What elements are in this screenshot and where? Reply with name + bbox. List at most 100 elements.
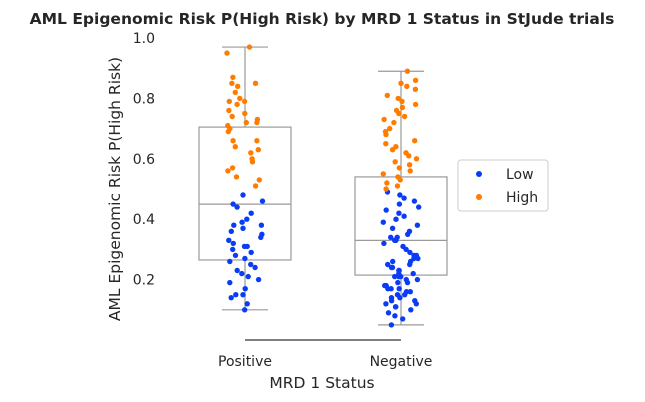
legend-marker-low: [476, 171, 482, 177]
data-point-high: [243, 119, 249, 126]
data-point-low: [240, 225, 246, 231]
data-point-high: [237, 95, 243, 102]
data-point-high: [252, 80, 259, 87]
data-point-low: [383, 207, 389, 213]
data-point-high: [248, 150, 254, 156]
chart-title: AML Epigenomic Risk P(High Risk) by MRD …: [30, 10, 615, 28]
y-axis-label: AML Epigenomic Risk P(High Risk): [106, 57, 124, 321]
x-tick-label: Positive: [218, 354, 272, 370]
legend: Low High: [457, 159, 549, 212]
data-point-high: [229, 80, 235, 87]
data-point-low: [234, 267, 240, 274]
data-point-low: [388, 322, 395, 328]
data-point-high: [229, 165, 236, 171]
data-point-low: [255, 276, 262, 283]
y-tick-label: 1.0: [133, 31, 155, 47]
data-point-low: [231, 222, 237, 228]
data-point-high: [412, 86, 419, 93]
data-point-low: [403, 289, 410, 295]
data-point-low: [248, 249, 254, 256]
data-point-high: [403, 150, 409, 156]
data-point-low: [240, 192, 246, 198]
data-point-low: [414, 276, 421, 283]
data-point-low: [395, 279, 401, 286]
data-point-low: [239, 270, 245, 277]
data-point-low: [380, 219, 386, 225]
data-point-low: [406, 228, 413, 234]
data-point-high: [394, 183, 401, 189]
data-point-low: [385, 310, 392, 316]
data-point-high: [383, 186, 389, 192]
data-point-high: [225, 122, 231, 129]
data-point-high: [387, 125, 393, 132]
data-point-low: [397, 192, 403, 198]
data-point-low: [244, 301, 250, 307]
data-point-low: [416, 204, 422, 210]
y-tick-label: 0.2: [133, 273, 155, 289]
data-point-high: [246, 44, 253, 50]
data-point-low: [390, 258, 396, 265]
data-point-low: [259, 231, 265, 237]
data-point-high: [398, 80, 404, 87]
x-axis-label: MRD 1 Status: [269, 374, 374, 392]
data-point-low: [228, 228, 234, 234]
data-point-high: [232, 89, 238, 96]
data-point-low: [407, 249, 413, 256]
data-point-low: [242, 307, 248, 313]
data-point-low: [388, 234, 394, 240]
data-point-low: [392, 313, 398, 319]
data-point-low: [248, 261, 254, 268]
data-point-high: [407, 168, 413, 174]
data-point-high: [241, 98, 248, 105]
data-point-low: [227, 258, 233, 265]
data-point-high: [412, 101, 419, 108]
data-point-low: [233, 292, 239, 298]
data-point-high: [392, 159, 398, 165]
data-point-low: [403, 276, 409, 283]
data-point-low: [388, 286, 394, 292]
data-point-low: [411, 198, 418, 204]
data-point-high: [252, 183, 259, 189]
data-point-low: [240, 292, 246, 298]
data-point-high: [224, 50, 230, 56]
data-point-high: [232, 144, 238, 150]
data-point-high: [235, 83, 241, 90]
data-point-high: [380, 171, 386, 177]
data-point-high: [399, 104, 406, 111]
data-point-low: [228, 295, 234, 301]
data-point-low: [227, 279, 233, 286]
data-point-high: [412, 138, 418, 144]
data-point-high: [234, 101, 240, 108]
data-point-low: [396, 267, 402, 274]
data-point-high: [383, 141, 389, 147]
data-point-high: [230, 138, 236, 144]
data-point-high: [399, 98, 405, 105]
legend-label-high: High: [506, 190, 538, 206]
data-point-low: [396, 210, 402, 216]
data-point-low: [245, 273, 251, 280]
data-point-high: [406, 162, 413, 168]
data-point-low: [393, 216, 399, 222]
data-point-high: [384, 180, 390, 186]
data-point-low: [383, 301, 389, 307]
legend-label-low: Low: [506, 167, 534, 183]
data-point-low: [407, 289, 413, 295]
y-tick-label: 0.6: [133, 152, 155, 168]
data-point-low: [234, 204, 240, 210]
data-point-low: [232, 252, 239, 259]
data-point-high: [255, 147, 261, 153]
y-tick-label: 0.8: [133, 91, 155, 107]
data-point-high: [242, 110, 248, 117]
data-point-low: [230, 240, 236, 247]
data-point-high: [381, 116, 387, 123]
data-point-low: [400, 243, 406, 250]
plot-axes: 0.2 0.4 0.6 0.8 1.0 Positive Negative: [133, 31, 433, 370]
data-point-high: [401, 113, 408, 120]
data-point-low: [382, 282, 388, 289]
data-point-high: [229, 113, 235, 120]
data-point-high: [256, 177, 262, 183]
data-point-low: [401, 213, 407, 219]
data-point-low: [259, 198, 266, 204]
data-point-low: [242, 286, 248, 292]
